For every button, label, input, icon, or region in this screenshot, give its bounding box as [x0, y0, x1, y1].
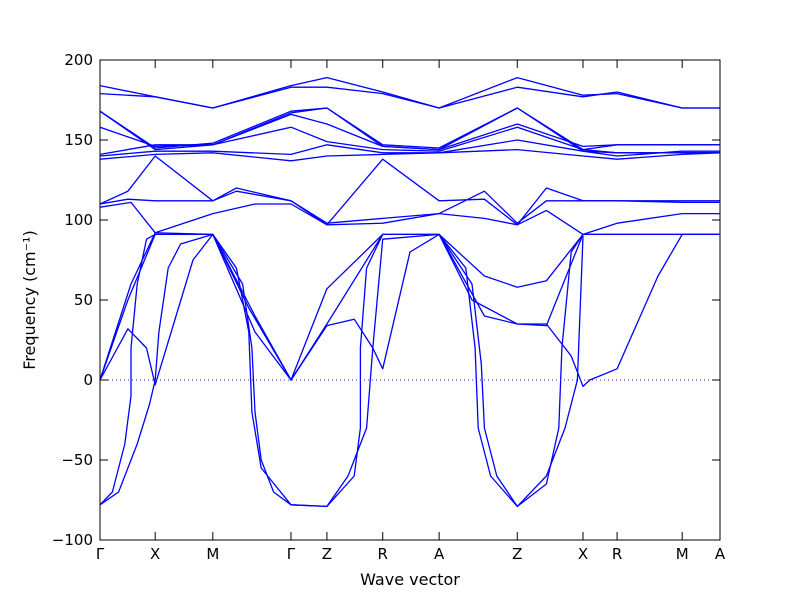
x-tick-label: A — [715, 545, 726, 563]
x-tick-label: R — [378, 545, 388, 563]
y-axis: −100 −50 0 50 100 150 200 — [52, 51, 720, 549]
band-line-6 — [212, 234, 384, 508]
x-tick-label: Γ — [96, 545, 105, 563]
x-tick-label: A — [434, 545, 445, 563]
band-line-2 — [99, 232, 720, 381]
band-line-12 — [99, 139, 720, 157]
x-tick-label: Z — [322, 545, 332, 563]
x-axis-title: Wave vector — [360, 570, 460, 589]
band-line-11 — [99, 148, 721, 162]
band-line-8 — [99, 201, 720, 236]
x-tick-label: R — [612, 545, 622, 563]
y-tick-label: 50 — [74, 291, 93, 309]
y-axis-title: Frequency (cm⁻¹) — [20, 230, 39, 369]
x-tick-label: M — [676, 545, 689, 563]
x-tick-label: X — [578, 545, 588, 563]
y-tick-label: 100 — [64, 211, 93, 229]
band-line-3 — [99, 233, 720, 388]
y-tick-label: 150 — [64, 131, 93, 149]
x-tick-label: X — [150, 545, 160, 563]
series-layer — [99, 76, 721, 508]
band-line-10 — [99, 155, 720, 226]
band-line-18 — [99, 76, 720, 109]
band-line-16 — [99, 107, 720, 154]
y-tick-label: 200 — [64, 51, 93, 69]
y-tick-label: 0 — [83, 371, 93, 389]
y-tick-label: −100 — [52, 531, 93, 549]
x-tick-label: Z — [512, 545, 522, 563]
band-line-7 — [438, 233, 584, 508]
band-line-5 — [99, 233, 156, 506]
x-tick-label: Γ — [287, 545, 296, 563]
x-tick-label: M — [206, 545, 219, 563]
y-tick-label: −50 — [61, 451, 93, 469]
